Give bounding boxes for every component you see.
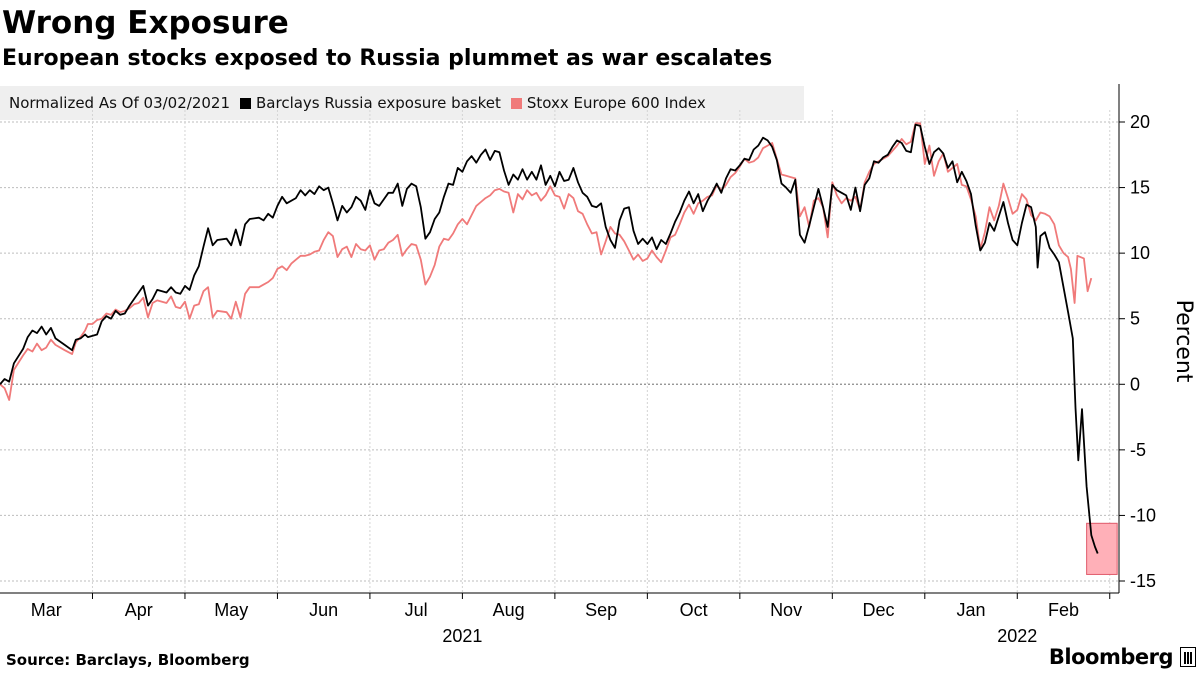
- bloomberg-logo: Bloomberg: [1049, 645, 1196, 669]
- x-tick-label: Jun: [309, 600, 338, 620]
- x-tick-label: Feb: [1048, 600, 1079, 620]
- x-tick-label: Mar: [31, 600, 62, 620]
- y-tick-label: 10: [1130, 243, 1150, 263]
- legend-swatch-barclays: [240, 97, 251, 109]
- x-tick-label: Apr: [125, 600, 153, 620]
- x-year-label: 2021: [442, 626, 482, 646]
- series-line-stoxx: [0, 122, 1093, 401]
- x-tick-label: Jul: [405, 600, 428, 620]
- chart-title: Wrong Exposure: [2, 5, 289, 41]
- brand-name: Bloomberg: [1048, 645, 1174, 669]
- x-tick-label: Dec: [863, 600, 895, 620]
- legend: Normalized As Of 03/02/2021 Barclays Rus…: [0, 86, 804, 120]
- y-tick-label: -10: [1130, 505, 1156, 525]
- x-tick-label: Jan: [957, 600, 986, 620]
- source-note: Source: Barclays, Bloomberg: [6, 651, 250, 669]
- x-year-label: 2022: [997, 626, 1037, 646]
- y-tick-label: 15: [1130, 178, 1150, 198]
- y-tick-label: -15: [1130, 571, 1156, 591]
- series-line-barclays: [0, 123, 1099, 554]
- terminal-icon: [1180, 647, 1196, 667]
- legend-normalization-note: Normalized As Of 03/02/2021: [9, 94, 230, 112]
- y-tick-label: -5: [1130, 440, 1146, 460]
- legend-label-barclays: Barclays Russia exposure basket: [256, 94, 501, 112]
- legend-item-barclays: Barclays Russia exposure basket: [230, 94, 501, 112]
- x-tick-label: Sep: [585, 600, 617, 620]
- legend-swatch-stoxx: [510, 97, 522, 109]
- chart-subtitle: European stocks exposed to Russia plumme…: [2, 46, 773, 71]
- legend-label-stoxx: Stoxx Europe 600 Index: [526, 94, 706, 112]
- x-tick-label: Aug: [493, 600, 525, 620]
- legend-item-stoxx: Stoxx Europe 600 Index: [501, 94, 706, 112]
- y-tick-label: 5: [1130, 309, 1140, 329]
- x-tick-label: Nov: [770, 600, 802, 620]
- y-tick-label: 20: [1130, 112, 1150, 132]
- x-tick-label: Oct: [680, 600, 708, 620]
- y-axis-label: Percent: [1171, 300, 1196, 383]
- y-tick-label: 0: [1130, 374, 1140, 394]
- x-tick-label: May: [214, 600, 248, 620]
